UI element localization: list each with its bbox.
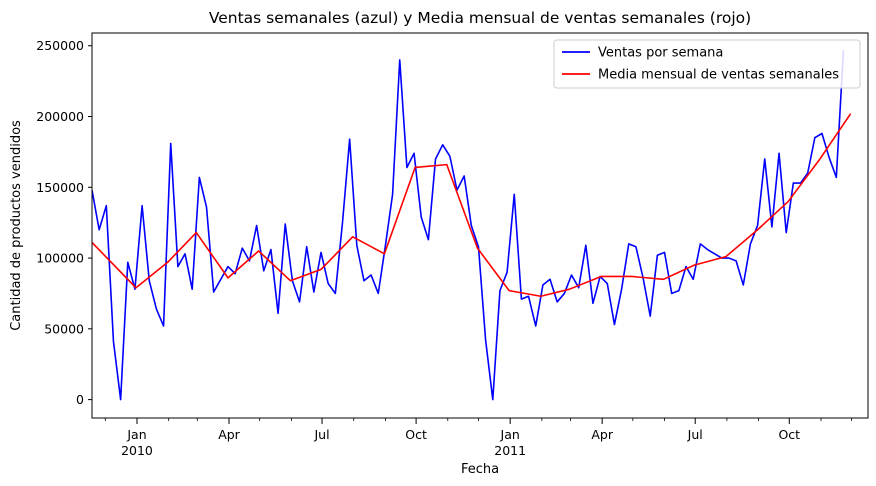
x-tick-label: Jul	[313, 427, 329, 442]
x-tick-year-label: 2010	[121, 443, 153, 458]
legend-label-1: Ventas por semana	[598, 46, 723, 61]
y-tick-label: 50000	[44, 321, 84, 336]
x-tick-label: Jul	[687, 427, 703, 442]
x-tick-label: Apr	[218, 427, 240, 442]
chart-title: Ventas semanales (azul) y Media mensual …	[209, 9, 751, 27]
y-tick-label: 250000	[36, 38, 84, 53]
legend-box	[553, 39, 861, 89]
plot-frame	[91, 32, 869, 419]
x-tick-label: Jan	[500, 427, 520, 442]
series-line-2	[92, 113, 852, 298]
x-axis-label: Fecha	[461, 462, 499, 477]
y-tick-label: 0	[76, 392, 84, 407]
y-axis-label: Cantidad de productos vendidos	[9, 120, 24, 331]
legend: Ventas por semana Media mensual de ventas…	[553, 39, 861, 89]
x-tick-year-label: 2011	[494, 443, 526, 458]
x-tick-label: Apr	[591, 427, 613, 442]
series-line-1	[92, 49, 845, 401]
legend-label-2: Media mensual de ventas semanales	[598, 68, 839, 83]
x-tick-label: Jan	[126, 427, 146, 442]
x-tick-label: Oct	[778, 427, 800, 442]
y-tick-label: 150000	[36, 180, 84, 195]
y-tick-label: 100000	[36, 251, 84, 266]
x-tick-label: Oct	[405, 427, 427, 442]
y-tick-label: 200000	[36, 109, 84, 124]
